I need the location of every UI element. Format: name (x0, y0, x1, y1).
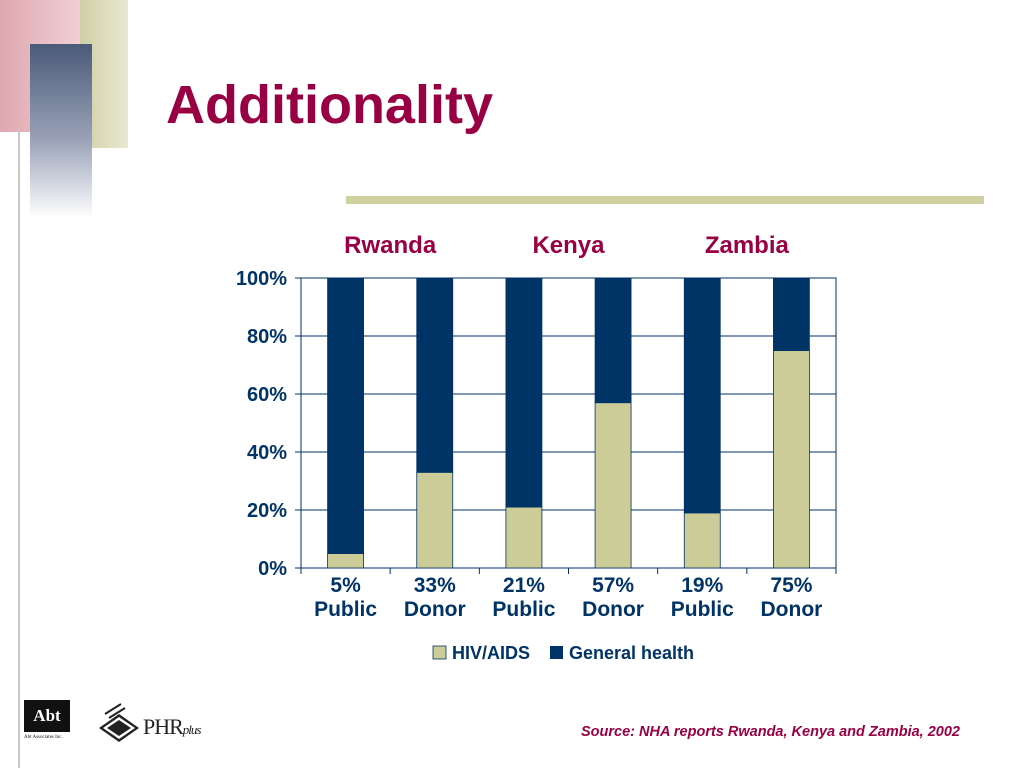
bar-general-health (594, 277, 632, 404)
legend-swatch-hiv-aids (432, 645, 447, 660)
abt-logo-mark: Abt (24, 700, 70, 732)
y-tick-label: 0% (258, 558, 287, 580)
phrplus-logo-wordmark: PHRplus (143, 714, 202, 740)
y-tick-label: 100% (236, 268, 287, 290)
bar-general-health (773, 277, 810, 351)
bar-hiv-aids (594, 402, 632, 569)
x-category-value: 5% (330, 574, 361, 597)
decorative-vertical-line (18, 130, 20, 768)
legend-swatch-general-health (550, 646, 563, 659)
phrplus-logo-icon (99, 703, 139, 742)
country-group-label: Rwanda (344, 232, 437, 259)
x-category-value: 75% (770, 574, 812, 597)
x-category-value: 19% (681, 574, 723, 597)
decorative-horizontal-bar (346, 196, 984, 204)
bar-general-health (416, 277, 454, 473)
y-tick-label: 60% (247, 384, 287, 406)
x-category-value: 33% (414, 574, 456, 597)
x-category-label: Donor (404, 598, 466, 621)
phrplus-logo-text: PHR (143, 714, 184, 739)
country-group-label: Kenya (532, 232, 605, 259)
legend-label-general-health: General health (569, 643, 694, 663)
abt-associates-logo: Abt Abt Associates Inc. (24, 700, 70, 746)
y-tick-label: 20% (247, 500, 287, 522)
bar-hiv-aids (416, 471, 454, 569)
bar-general-health (505, 277, 543, 508)
stacked-bar-chart: 0%20%40%60%80%100%5%Public33%Donor21%Pub… (236, 232, 837, 663)
country-group-label: Zambia (705, 232, 790, 259)
x-category-label: Public (671, 598, 734, 621)
source-note: Source: NHA reports Rwanda, Kenya and Za… (581, 724, 960, 740)
x-category-label: Donor (582, 598, 644, 621)
phrplus-logo: PHRplus (95, 700, 215, 750)
x-category-value: 21% (503, 574, 545, 597)
x-category-value: 57% (592, 574, 634, 597)
y-tick-label: 80% (247, 326, 287, 348)
bar-hiv-aids (505, 506, 543, 569)
bar-hiv-aids (773, 350, 810, 569)
y-tick-label: 40% (247, 442, 287, 464)
slide-title: Additionality (166, 75, 493, 135)
legend-label-hiv-aids: HIV/AIDS (452, 643, 530, 663)
phrplus-logo-suffix: plus (182, 722, 202, 737)
decorative-gray-gradient-block (30, 44, 92, 218)
bar-general-health (683, 277, 721, 514)
bar-hiv-aids (683, 512, 721, 569)
x-category-label: Public (314, 598, 377, 621)
x-category-label: Donor (761, 598, 823, 621)
bar-hiv-aids (327, 553, 364, 569)
x-category-label: Public (492, 598, 555, 621)
plot-area-frame (300, 277, 837, 569)
abt-logo-subtext: Abt Associates Inc. (24, 735, 63, 740)
bar-general-health (327, 277, 364, 554)
